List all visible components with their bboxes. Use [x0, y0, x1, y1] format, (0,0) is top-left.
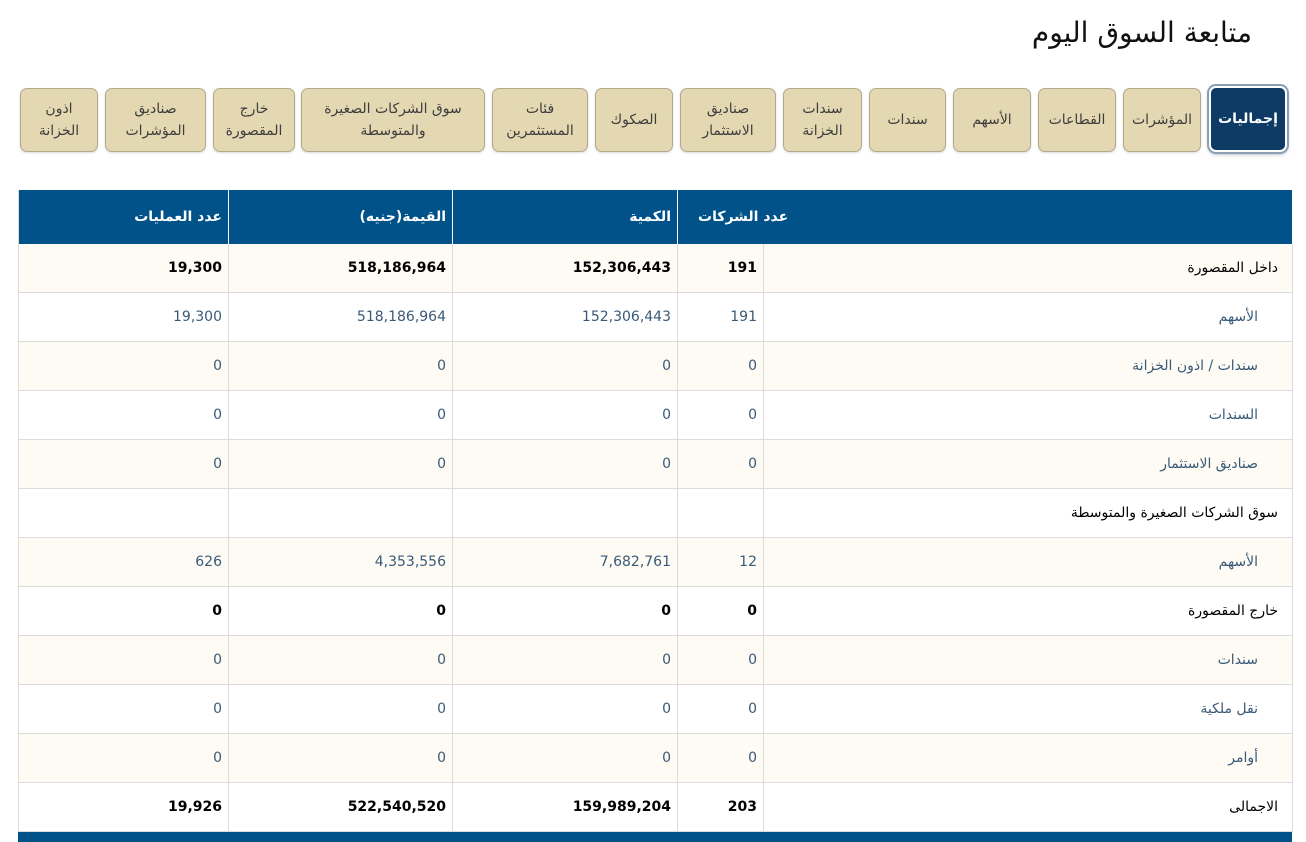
tab-etfs[interactable]: صناديق المؤشرات: [105, 88, 206, 152]
cell-value: 518,186,964: [228, 292, 453, 342]
cell-value: 0: [228, 390, 453, 440]
cell-trades: [18, 488, 229, 538]
table-row: 0 0 0 0 سندات / اذون الخزانة: [18, 341, 1293, 391]
cell-value: 4,353,556: [228, 537, 453, 587]
cell-quantity: 0: [452, 635, 678, 685]
cell-quantity: 7,682,761: [452, 537, 678, 587]
header-trades[interactable]: عدد العمليات: [18, 190, 229, 244]
tab-investor-categories[interactable]: فئات المستثمرين: [492, 88, 588, 152]
tab-treasury-bonds[interactable]: سندات الخزانة: [783, 88, 862, 152]
cell-trades: 626: [18, 537, 229, 587]
cell-value: 0: [228, 341, 453, 391]
cell-value: 0: [228, 439, 453, 489]
row-label: الأسهم: [763, 292, 1293, 342]
cell-value: 518,186,964: [228, 244, 453, 293]
page-title: متابعة السوق اليوم: [1031, 16, 1252, 49]
tab-treasury-bills[interactable]: اذون الخزانة: [20, 88, 98, 152]
cell-quantity: 152,306,443: [452, 292, 678, 342]
table-row: 0 0 0 0 السندات: [18, 390, 1293, 440]
row-label: الأسهم: [763, 537, 1293, 587]
cell-quantity: 159,989,204: [452, 782, 678, 832]
row-label: خارج المقصورة: [763, 586, 1293, 636]
cell-trades: 19,926: [18, 782, 229, 832]
cell-companies: 191: [677, 292, 764, 342]
table-row: 626 4,353,556 7,682,761 12 الأسهم: [18, 537, 1293, 587]
cell-trades: 0: [18, 635, 229, 685]
cell-quantity: [452, 488, 678, 538]
cell-companies: 0: [677, 390, 764, 440]
row-label: نقل ملكية: [763, 684, 1293, 734]
cell-companies: 0: [677, 635, 764, 685]
tab-off-floor[interactable]: خارج المقصورة: [213, 88, 295, 152]
table-row-total: 19,926 522,540,520 159,989,204 203 الاجم…: [18, 782, 1293, 832]
row-label: داخل المقصورة: [763, 244, 1293, 293]
cell-quantity: 0: [452, 390, 678, 440]
cell-trades: 0: [18, 439, 229, 489]
table-header-row: عدد العمليات القيمة(جنيه) الكمية عدد الش…: [18, 190, 1293, 244]
tab-sukuk[interactable]: الصكوك: [595, 88, 673, 152]
row-label: سندات: [763, 635, 1293, 685]
row-label: الاجمالى: [763, 782, 1293, 832]
cell-value: 522,540,520: [228, 782, 453, 832]
table-row: 0 0 0 0 خارج المقصورة: [18, 586, 1293, 636]
table-row: 0 0 0 0 نقل ملكية: [18, 684, 1293, 734]
market-summary-table: عدد العمليات القيمة(جنيه) الكمية عدد الش…: [18, 190, 1293, 832]
cell-trades: 0: [18, 341, 229, 391]
tab-sectors[interactable]: القطاعات: [1038, 88, 1116, 152]
row-label: سندات / اذون الخزانة: [763, 341, 1293, 391]
header-value[interactable]: القيمة(جنيه): [228, 190, 453, 244]
cell-companies: 0: [677, 733, 764, 783]
tab-bar: إجماليات المؤشرات القطاعات الأسهم سندات …: [0, 0, 1306, 160]
cell-trades: 0: [18, 684, 229, 734]
row-label: سوق الشركات الصغيرة والمتوسطة: [763, 488, 1293, 538]
cell-value: [228, 488, 453, 538]
row-label: أوامر: [763, 733, 1293, 783]
cell-quantity: 0: [452, 586, 678, 636]
cell-trades: 19,300: [18, 292, 229, 342]
cell-value: 0: [228, 635, 453, 685]
table-footer-bar: [18, 832, 1292, 842]
cell-trades: 0: [18, 390, 229, 440]
cell-quantity: 0: [452, 341, 678, 391]
cell-value: 0: [228, 586, 453, 636]
row-label: السندات: [763, 390, 1293, 440]
cell-companies: 191: [677, 244, 764, 293]
cell-companies: 0: [677, 684, 764, 734]
cell-companies: 203: [677, 782, 764, 832]
table-row: 0 0 0 0 سندات: [18, 635, 1293, 685]
table-row: 0 0 0 0 أوامر: [18, 733, 1293, 783]
cell-companies: 0: [677, 341, 764, 391]
cell-companies: [677, 488, 764, 538]
header-companies[interactable]: عدد الشركات: [677, 190, 1293, 244]
cell-value: 0: [228, 684, 453, 734]
tab-investment-funds[interactable]: صناديق الاستثمار: [680, 88, 776, 152]
tab-sme-market[interactable]: سوق الشركات الصغيرة والمتوسطة: [301, 88, 485, 152]
row-label: صناديق الاستثمار: [763, 439, 1293, 489]
cell-companies: 0: [677, 439, 764, 489]
tab-indices[interactable]: المؤشرات: [1123, 88, 1201, 152]
cell-value: 0: [228, 733, 453, 783]
cell-quantity: 0: [452, 439, 678, 489]
cell-quantity: 0: [452, 684, 678, 734]
tab-stocks[interactable]: الأسهم: [953, 88, 1031, 152]
table-row: 19,300 518,186,964 152,306,443 191 الأسه…: [18, 292, 1293, 342]
cell-companies: 0: [677, 586, 764, 636]
cell-companies: 12: [677, 537, 764, 587]
cell-quantity: 152,306,443: [452, 244, 678, 293]
cell-trades: 0: [18, 586, 229, 636]
table-row: 19,300 518,186,964 152,306,443 191 داخل …: [18, 244, 1293, 293]
table-row: سوق الشركات الصغيرة والمتوسطة: [18, 488, 1293, 538]
header-quantity[interactable]: الكمية: [452, 190, 678, 244]
table-row: 0 0 0 0 صناديق الاستثمار: [18, 439, 1293, 489]
tab-totals[interactable]: إجماليات: [1209, 86, 1287, 152]
cell-trades: 19,300: [18, 244, 229, 293]
cell-quantity: 0: [452, 733, 678, 783]
tab-bonds[interactable]: سندات: [869, 88, 946, 152]
cell-trades: 0: [18, 733, 229, 783]
